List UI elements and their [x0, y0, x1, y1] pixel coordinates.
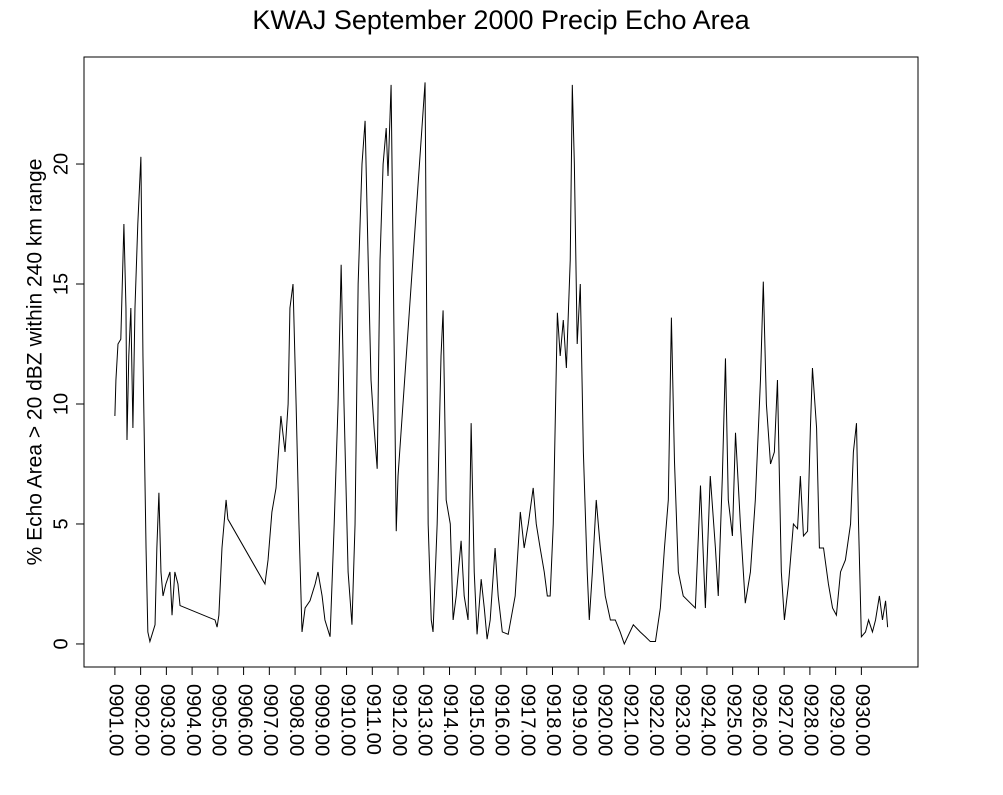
- x-tick-label: 0918.00: [542, 684, 564, 756]
- x-tick-label: 0906.00: [233, 684, 255, 756]
- x-tick-label: 0924.00: [697, 684, 719, 756]
- y-tick-label: 5: [50, 518, 72, 529]
- x-tick-label: 0920.00: [594, 684, 616, 756]
- x-tick-label: 0910.00: [336, 684, 358, 756]
- x-tick-label: 0907.00: [259, 684, 281, 756]
- y-axis-label: % Echo Area > 20 dBZ within 240 km range: [24, 159, 47, 566]
- x-tick-label: 0923.00: [671, 684, 693, 756]
- y-tick-label: 20: [50, 153, 72, 175]
- x-tick-label: 0928.00: [800, 684, 822, 756]
- x-tick-label: 0909.00: [311, 684, 333, 756]
- chart-title: KWAJ September 2000 Precip Echo Area: [252, 5, 750, 35]
- x-tick-label: 0905.00: [208, 684, 230, 756]
- x-tick-label: 0901.00: [105, 684, 127, 756]
- plot-frame: [83, 56, 919, 668]
- x-tick-label: 0904.00: [182, 684, 204, 756]
- x-tick-label: 0929.00: [825, 684, 847, 756]
- x-tick-label: 0926.00: [748, 684, 770, 756]
- x-tick-label: 0912.00: [388, 684, 410, 756]
- y-tick-label: 10: [50, 393, 72, 415]
- x-tick-label: 0911.00: [362, 684, 384, 755]
- x-tick-label: 0927.00: [774, 684, 796, 756]
- x-tick-label: 0921.00: [619, 684, 641, 756]
- x-tick-label: 0902.00: [130, 684, 152, 756]
- x-tick-label: 0922.00: [645, 684, 667, 756]
- x-tick-label: 0903.00: [156, 684, 178, 756]
- x-tick-label: 0913.00: [413, 684, 435, 756]
- x-tick-label: 0914.00: [439, 684, 461, 756]
- x-tick-label: 0915.00: [465, 684, 487, 756]
- y-tick-label: 0: [50, 638, 72, 649]
- x-tick-label: 0908.00: [285, 684, 307, 756]
- data-line: [114, 82, 889, 646]
- x-tick-label: 0916.00: [491, 684, 513, 756]
- x-tick-label: 0917.00: [516, 684, 538, 756]
- x-tick-label: 0930.00: [851, 684, 873, 756]
- y-tick-label: 15: [50, 273, 72, 295]
- x-tick-label: 0919.00: [568, 684, 590, 756]
- x-tick-label: 0925.00: [722, 684, 744, 756]
